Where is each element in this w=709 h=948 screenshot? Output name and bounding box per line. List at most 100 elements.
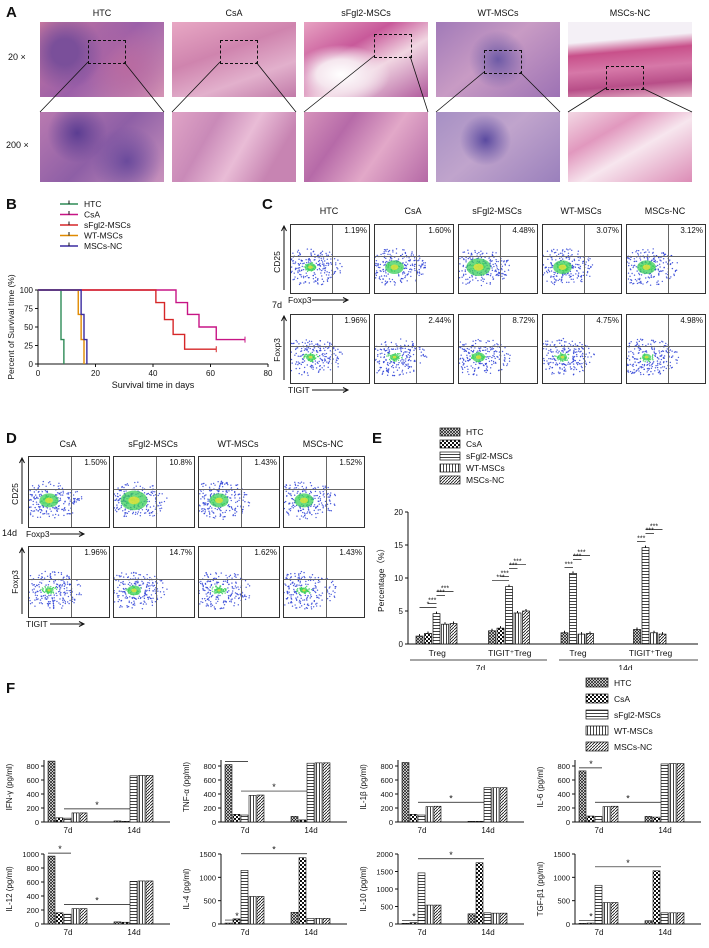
flow-plot-cd25-foxp3: 3.07% <box>542 224 622 294</box>
flow-dot <box>638 273 641 276</box>
flow-dot <box>117 487 119 489</box>
flow-dot <box>581 280 583 283</box>
flow-dot <box>322 280 325 283</box>
flow-dot <box>299 482 301 484</box>
flow-dot <box>587 267 589 270</box>
flow-dot <box>480 279 482 281</box>
flow-dot <box>37 484 40 487</box>
flow-dot <box>41 572 43 575</box>
cytokine-bar <box>660 912 669 925</box>
flow-dot <box>242 508 244 511</box>
flow-dot <box>312 349 314 351</box>
flow-dot <box>383 356 385 359</box>
flow-dot <box>245 595 247 598</box>
flow-dot <box>384 261 387 264</box>
flow-dot <box>551 373 553 375</box>
flow-dot <box>317 497 320 499</box>
flow-dot <box>296 492 298 494</box>
flow-dot <box>465 283 467 285</box>
flow-dot <box>630 341 632 343</box>
flow-dot <box>234 575 236 577</box>
flow-dot <box>310 603 313 605</box>
flow-dot <box>422 262 425 264</box>
survival-line-HTC <box>38 289 65 364</box>
flow-dot <box>387 355 390 357</box>
flow-dot <box>553 283 556 286</box>
flow-dot <box>505 353 508 355</box>
flow-dot <box>480 284 483 287</box>
flow-dot <box>41 510 43 512</box>
flow-dot <box>408 352 411 354</box>
flow-dot <box>41 576 43 578</box>
flow-dot <box>632 283 634 285</box>
flow-dot <box>460 366 463 368</box>
flow-dot <box>285 511 288 513</box>
flow-plot-cd25-foxp3: 1.43% <box>198 456 280 528</box>
flow-dot <box>306 596 308 599</box>
flow-dot <box>465 261 467 263</box>
flow-dot <box>317 263 319 266</box>
flow-dot <box>149 493 151 496</box>
flow-dot <box>215 602 217 604</box>
flow-dot <box>658 263 661 265</box>
flow-group-title: MSCs-NC <box>644 206 686 216</box>
flow-dot <box>575 348 577 351</box>
flow-dot <box>393 362 396 364</box>
flow-dot <box>117 508 120 511</box>
flow-dot <box>42 483 44 486</box>
flow-dot <box>51 571 54 573</box>
flow-dot <box>310 491 312 494</box>
flow-dot <box>555 251 557 254</box>
flow-dot <box>316 505 319 507</box>
flow-dot <box>675 359 677 361</box>
gate-line-horizontal <box>114 488 194 490</box>
flow-dot <box>215 586 218 588</box>
flow-dot <box>319 349 322 351</box>
cytokine-bar <box>322 762 331 823</box>
flow-dot <box>503 354 506 356</box>
flow-dot <box>291 266 293 268</box>
flow-dot <box>124 591 126 593</box>
flow-dot <box>52 506 54 509</box>
flow-dot <box>404 264 406 267</box>
flow-dot <box>297 263 300 265</box>
flow-dot <box>320 251 322 254</box>
flow-dot <box>658 363 661 365</box>
flow-dot <box>133 602 136 604</box>
flow-dot <box>335 262 337 264</box>
flow-dot <box>488 257 490 259</box>
flow-dot <box>126 597 128 600</box>
flow-dot <box>324 267 327 269</box>
flow-density-core <box>308 265 313 269</box>
y-tick-label: 50 <box>24 323 33 332</box>
flow-dot <box>400 349 402 351</box>
flow-dot <box>292 260 294 262</box>
gate-line-horizontal <box>199 488 279 490</box>
flow-dot <box>387 361 389 364</box>
gate-line-horizontal <box>291 255 369 257</box>
flow-dot <box>292 342 294 345</box>
flow-dot <box>301 485 303 488</box>
gate-line-horizontal <box>459 345 537 347</box>
flow-dot <box>561 350 563 352</box>
flow-dot <box>494 263 497 265</box>
flow-dot <box>393 256 396 258</box>
flow-dot <box>412 342 414 345</box>
flow-dot <box>38 490 40 493</box>
flow-dot <box>237 604 240 606</box>
cytokine-bar <box>63 817 72 823</box>
flow-dot <box>144 594 146 597</box>
flow-dot <box>299 262 302 265</box>
flow-dot <box>492 276 494 278</box>
flow-dot <box>490 273 492 275</box>
flow-dot <box>309 597 311 599</box>
flow-dot <box>631 272 633 275</box>
flow-dot <box>285 584 287 586</box>
gate-line-vertical <box>499 315 501 383</box>
flow-dot <box>306 364 308 366</box>
flow-dot <box>384 283 387 285</box>
flow-dot <box>55 592 57 595</box>
flow-dot <box>73 500 75 503</box>
flow-dot <box>589 258 591 260</box>
flow-dot <box>210 595 213 597</box>
